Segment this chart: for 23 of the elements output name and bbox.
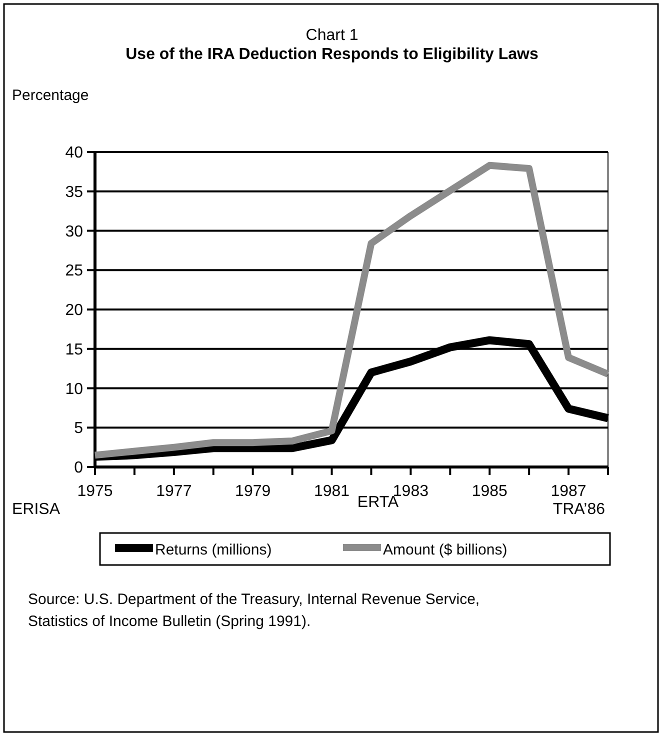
y-tick-label: 40 xyxy=(65,144,84,162)
legend-label: Amount ($ billions) xyxy=(383,541,508,558)
y-axis-title: Percentage xyxy=(12,87,89,104)
y-tick-label: 5 xyxy=(74,420,84,438)
y-tick-label: 15 xyxy=(65,341,84,358)
text: ERISA xyxy=(12,501,60,518)
x-tick-label: 1987 xyxy=(550,483,586,500)
y-tick-label: 0 xyxy=(74,460,84,477)
y-tick-label: 20 xyxy=(65,302,84,320)
chart-subtitle: Use of the IRA Deduction Responds to Eligibility Laws xyxy=(126,46,538,63)
y-tick-label: 35 xyxy=(65,184,84,201)
x-tick-label: 1981 xyxy=(314,483,350,500)
x-tick-label: 1977 xyxy=(156,483,192,500)
x-tick-label: 1979 xyxy=(235,483,271,500)
y-tick-label: 25 xyxy=(65,262,84,280)
y-tick-label: 10 xyxy=(65,380,84,398)
source-note: Source: U.S. Department of the Treasury, Internal Revenue Service, Statistics of Income Bulletin (Spring 1991). xyxy=(28,591,480,630)
legend-label: Returns (millions) xyxy=(155,541,272,558)
chart-title: Chart 1 xyxy=(306,27,358,44)
x-tick-label: 1985 xyxy=(472,483,508,500)
x-tick-label: 1975 xyxy=(77,483,113,500)
y-tick-label: 30 xyxy=(65,223,84,240)
text: TRA’86 xyxy=(552,501,606,518)
